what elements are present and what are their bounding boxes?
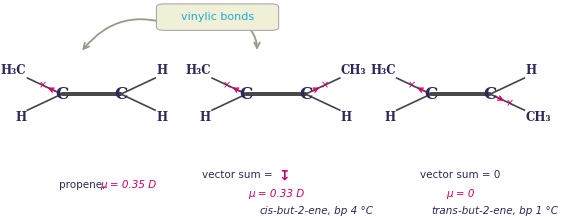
Text: H₃C: H₃C [1, 64, 27, 77]
Text: ×: × [407, 80, 416, 90]
Text: vector sum =: vector sum = [202, 170, 276, 180]
Text: H: H [200, 111, 211, 124]
Text: ×: × [38, 80, 46, 90]
Text: -but-2-ene, bp 4 °C: -but-2-ene, bp 4 °C [273, 206, 373, 216]
Text: H: H [341, 111, 352, 124]
Text: vector sum = 0: vector sum = 0 [420, 170, 501, 180]
Text: C: C [114, 85, 128, 103]
Text: μ = 0.33 D: μ = 0.33 D [248, 189, 304, 199]
Text: H: H [525, 64, 536, 77]
Text: C: C [299, 85, 312, 103]
Text: H: H [156, 64, 168, 77]
Text: μ = 0: μ = 0 [446, 189, 475, 199]
Text: H: H [156, 111, 168, 124]
FancyBboxPatch shape [157, 4, 279, 30]
Text: vinylic bonds: vinylic bonds [181, 12, 254, 22]
Text: C: C [55, 85, 68, 103]
Text: ×: × [321, 80, 329, 90]
Text: cis: cis [259, 206, 273, 216]
Text: ↧: ↧ [279, 169, 290, 183]
Text: μ = 0.35 D: μ = 0.35 D [100, 180, 156, 190]
Text: H₃C: H₃C [186, 64, 211, 77]
Text: propene,: propene, [60, 180, 112, 190]
Text: H: H [384, 111, 395, 124]
Text: H: H [15, 111, 27, 124]
Text: ×: × [223, 80, 231, 90]
Text: C: C [484, 85, 497, 103]
Text: CH₃: CH₃ [341, 64, 366, 77]
Text: -but-2-ene, bp 1 °C: -but-2-ene, bp 1 °C [458, 206, 558, 216]
Text: C: C [240, 85, 253, 103]
Text: trans: trans [431, 206, 458, 216]
Text: CH₃: CH₃ [525, 111, 551, 124]
Text: ×: × [505, 98, 513, 108]
Text: C: C [424, 85, 438, 103]
Text: H₃C: H₃C [370, 64, 395, 77]
